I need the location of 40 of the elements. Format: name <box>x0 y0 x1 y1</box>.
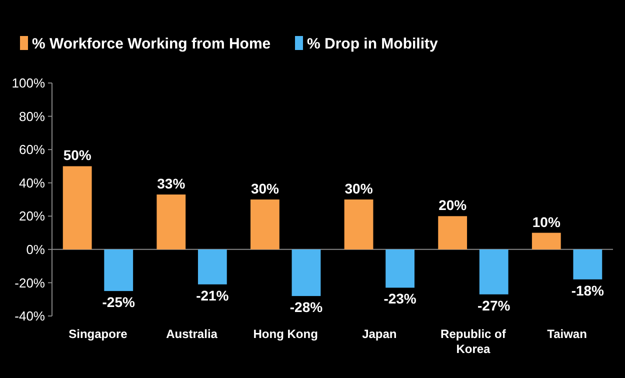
data-label: 50% <box>63 147 92 164</box>
x-tick-label: Singapore <box>68 327 128 341</box>
legend-label: % Drop in Mobility <box>307 35 438 52</box>
data-label: 30% <box>344 180 374 196</box>
x-tick-label: Republic of Korea <box>440 327 507 356</box>
bar <box>386 249 414 288</box>
x-tick-label: Taiwan <box>547 327 587 341</box>
legend-label: % Workforce Working from Home <box>32 35 271 52</box>
bar <box>344 200 374 250</box>
data-label: 10% <box>532 214 561 230</box>
data-label: -18% <box>571 282 605 298</box>
x-tick-label: Australia <box>166 327 218 341</box>
y-tick-label: 60% <box>18 142 46 158</box>
bar <box>104 249 134 292</box>
data-label: 30% <box>250 180 280 196</box>
y-tick-label: 0% <box>26 242 46 257</box>
data-label: -25% <box>102 294 136 310</box>
bar <box>156 194 186 250</box>
x-tick-label: Hong Kong <box>253 327 318 341</box>
bar <box>292 249 321 296</box>
data-label: -27% <box>478 297 511 314</box>
data-label: -21% <box>196 287 230 304</box>
y-tick-label: 40% <box>18 175 46 190</box>
bar <box>198 249 227 284</box>
y-tick-label: 20% <box>18 208 46 224</box>
bar <box>532 232 561 250</box>
x-tick-label: Japan <box>362 327 397 341</box>
data-label: -23% <box>384 290 417 307</box>
bar <box>438 216 468 250</box>
data-label: 20% <box>438 197 468 214</box>
y-tick-label: 80% <box>18 108 46 124</box>
data-label: -28% <box>290 299 324 316</box>
bar <box>573 249 602 280</box>
bar <box>62 166 92 250</box>
y-tick-label: -40% <box>14 308 46 324</box>
y-tick-label: 100% <box>12 76 46 91</box>
bar <box>250 200 280 250</box>
y-tick-label: -20% <box>14 275 46 290</box>
bar <box>479 249 508 294</box>
data-label: 33% <box>157 176 186 192</box>
